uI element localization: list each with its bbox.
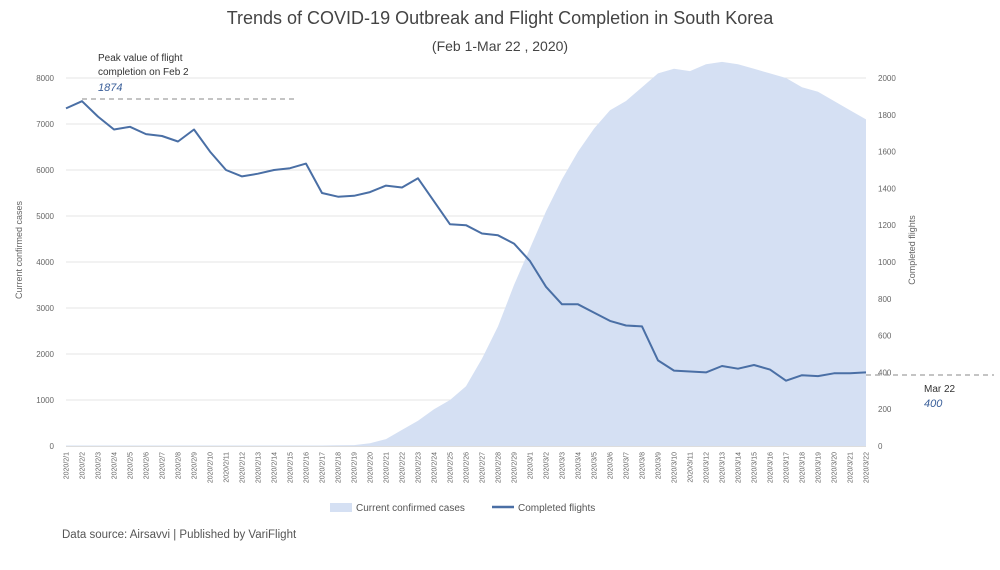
x-tick-label: 2020/2/12	[240, 452, 247, 483]
x-tick-label: 2020/3/21	[848, 452, 855, 483]
x-tick-label: 2020/3/13	[720, 452, 727, 483]
x-tick-label: 2020/2/14	[272, 452, 279, 483]
x-tick-label: 2020/2/29	[512, 452, 519, 483]
x-tick-label: 2020/3/8	[640, 452, 647, 479]
y-right-axis-title: Completed flights	[907, 215, 917, 285]
peak-annotation-label-line2: completion on Feb 2	[98, 67, 189, 78]
x-tick-label: 2020/3/9	[656, 452, 663, 479]
chart: 0 1000 2000 3000 4000 5000 6000 7000 8000 0 200 40…	[14, 53, 994, 514]
x-tick-label: 2020/2/5	[128, 452, 135, 479]
x-tick-label: 2020/2/8	[176, 452, 183, 479]
end-annotation-label: Mar 22	[924, 384, 956, 395]
y-left-tick-label: 2000	[36, 350, 54, 359]
x-tick-label: 2020/3/19	[816, 452, 823, 483]
chart-title: Trends of COVID-19 Outbreak and Flight C…	[226, 8, 774, 28]
x-tick-label: 2020/3/20	[832, 452, 839, 483]
x-tick-label: 2020/3/17	[784, 452, 791, 483]
x-tick-label: 2020/3/7	[624, 452, 631, 479]
x-tick-label: 2020/2/4	[112, 452, 119, 479]
x-tick-label: 2020/3/4	[576, 452, 583, 479]
x-tick-labels: 2020/2/1 2020/2/2 2020/2/3 2020/2/4 2020/2/5…	[64, 452, 871, 483]
y-right-tick-label: 1600	[878, 148, 896, 157]
x-tick-label: 2020/2/27	[480, 452, 487, 483]
x-tick-label: 2020/3/16	[768, 452, 775, 483]
x-tick-label: 2020/3/14	[736, 452, 743, 483]
x-tick-label: 2020/2/22	[400, 452, 407, 483]
x-tick-label: 2020/2/6	[144, 452, 151, 479]
x-tick-label: 2020/2/15	[288, 452, 295, 483]
x-tick-label: 2020/3/5	[592, 452, 599, 479]
x-tick-label: 2020/3/6	[608, 452, 615, 479]
x-tick-label: 2020/3/3	[560, 452, 567, 479]
x-tick-label: 2020/3/11	[688, 452, 695, 483]
y-left-tick-label: 3000	[36, 304, 54, 313]
y-right-tick-label: 600	[878, 332, 892, 341]
y-right-tick-label: 400	[878, 368, 892, 377]
x-tick-label: 2020/2/3	[96, 452, 103, 479]
legend: Current confirmed cases Completed flight…	[330, 503, 595, 514]
x-tick-label: 2020/2/25	[448, 452, 455, 483]
x-tick-label: 2020/2/17	[320, 452, 327, 483]
x-tick-label: 2020/2/11	[224, 452, 231, 483]
y-left-tick-label: 4000	[36, 258, 54, 267]
y-right-tick-label: 2000	[878, 74, 896, 83]
y-right-tick-label: 1400	[878, 184, 896, 193]
legend-label-line: Completed flights	[518, 503, 595, 514]
x-tick-label: 2020/3/2	[544, 452, 551, 479]
peak-annotation-label: Peak value of flight	[98, 53, 183, 64]
x-tick-label: 2020/2/23	[416, 452, 423, 483]
chart-subtitle: (Feb 1-Mar 22 , 2020)	[431, 38, 569, 54]
y-right-tick-label: 800	[878, 295, 892, 304]
x-tick-label: 2020/2/16	[304, 452, 311, 483]
legend-swatch-area	[330, 503, 352, 512]
x-tick-label: 2020/3/18	[800, 452, 807, 483]
x-tick-label: 2020/3/22	[864, 452, 871, 483]
y-left-tick-label: 5000	[36, 212, 54, 221]
legend-label-area: Current confirmed cases	[356, 503, 465, 514]
x-tick-label: 2020/2/21	[384, 452, 391, 483]
x-tick-label: 2020/2/7	[160, 452, 167, 479]
x-tick-label: 2020/2/28	[496, 452, 503, 483]
x-tick-label: 2020/2/9	[192, 452, 199, 479]
peak-annotation-value: 1874	[98, 82, 122, 94]
y-left-tick-label: 8000	[36, 74, 54, 83]
y-right-tick-labels: 0 200 400 600 800 1000 1200 1400 1600 1800 2000	[878, 74, 896, 451]
x-tick-label: 2020/3/10	[672, 452, 679, 483]
x-tick-label: 2020/3/12	[704, 452, 711, 483]
y-right-tick-label: 0	[878, 442, 883, 451]
x-tick-label: 2020/2/20	[368, 452, 375, 483]
x-tick-label: 2020/2/10	[208, 452, 215, 483]
x-tick-label: 2020/2/26	[464, 452, 471, 483]
x-tick-label: 2020/2/2	[80, 452, 87, 479]
y-left-tick-labels: 0 1000 2000 3000 4000 5000 6000 7000 8000	[36, 74, 54, 451]
x-tick-label: 2020/3/1	[528, 452, 535, 479]
footer-source: Data source: Airsavvi | Published by Var…	[62, 529, 297, 541]
y-left-tick-label: 0	[50, 442, 55, 451]
x-tick-label: 2020/2/19	[352, 452, 359, 483]
y-left-tick-label: 7000	[36, 120, 54, 129]
y-right-tick-label: 1000	[878, 258, 896, 267]
x-tick-label: 2020/2/1	[64, 452, 71, 479]
y-right-tick-label: 200	[878, 405, 892, 414]
y-left-axis-title: Current confirmed cases	[14, 200, 24, 299]
series-line-completed-flights	[65, 100, 867, 382]
x-tick-label: 2020/3/15	[752, 452, 759, 483]
series-area-current-confirmed-cases	[66, 61, 866, 447]
x-tick-label: 2020/2/13	[256, 452, 263, 483]
y-right-tick-label: 1800	[878, 111, 896, 120]
y-left-tick-label: 6000	[36, 166, 54, 175]
y-left-tick-label: 1000	[36, 396, 54, 405]
end-annotation-value: 400	[924, 398, 943, 410]
y-right-tick-label: 1200	[878, 221, 896, 230]
x-tick-label: 2020/2/24	[432, 452, 439, 483]
x-tick-label: 2020/2/18	[336, 452, 343, 483]
